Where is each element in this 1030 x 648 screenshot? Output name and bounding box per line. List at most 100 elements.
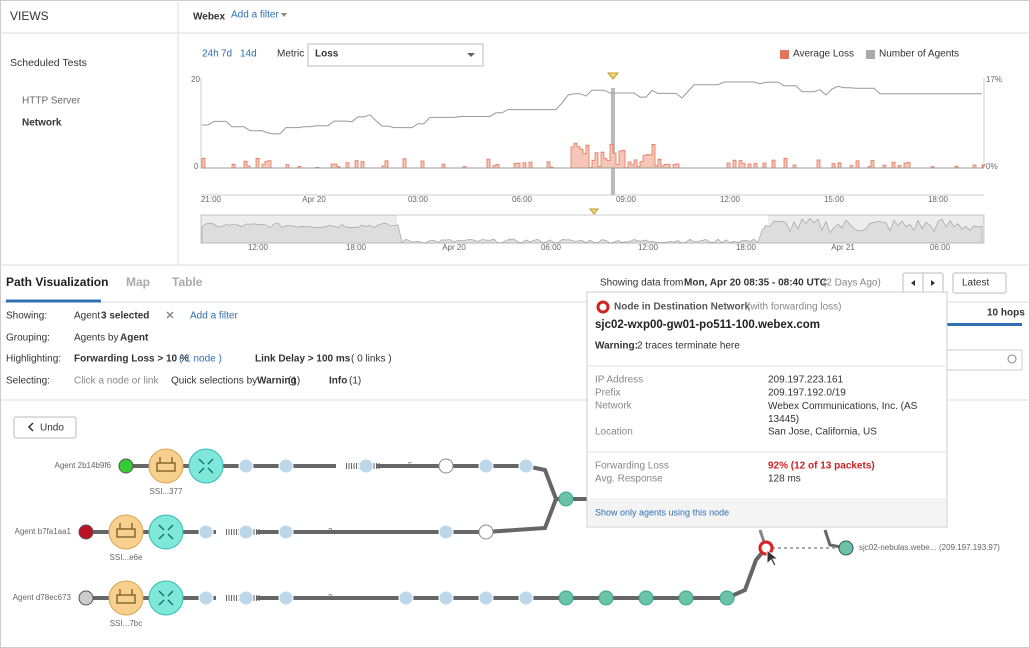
label: Table: [172, 275, 203, 289]
node: [148, 448, 184, 484]
label: Network: [595, 401, 633, 412]
remove: [166, 311, 174, 319]
undo-icon: [27, 422, 34, 432]
line: 13445): [768, 414, 799, 425]
marker-head: [588, 208, 600, 215]
label: Mon, Apr 20 08:35 - 08:40 UTC: [684, 278, 827, 289]
node: [148, 514, 184, 550]
latest-button[interactable]: [952, 272, 1007, 294]
label: (209.197.193.97): [939, 543, 1000, 552]
label: 5: [408, 461, 413, 470]
router-icon: [116, 523, 136, 538]
label: IP Address: [595, 375, 643, 386]
label: 06:00: [930, 243, 951, 252]
label: 18:00: [346, 243, 367, 252]
label: 18:00: [736, 243, 757, 252]
caret: [467, 53, 475, 57]
label: Agent 2b14b9f6: [55, 461, 112, 470]
label: Info: [329, 376, 347, 387]
label: 21:00: [201, 195, 222, 204]
label: 03:00: [408, 195, 429, 204]
node: [278, 524, 294, 540]
node: [518, 590, 534, 606]
label: 209.197.192.0/19: [768, 388, 846, 399]
label: Average Loss: [793, 49, 854, 60]
metric-select[interactable]: [307, 43, 484, 67]
overview-trace: [201, 218, 983, 244]
label: SSI...e6e: [110, 553, 143, 562]
label: sjc02-nebulas.webe...: [859, 543, 936, 552]
label: 18:00: [928, 195, 949, 204]
popup-box: [586, 291, 948, 528]
label: 209.197.223.161: [768, 375, 844, 386]
label: 3: [328, 527, 333, 536]
label: VIEWS: [10, 9, 49, 23]
node: [678, 590, 694, 606]
label: 92% (12 of 13 packets): [768, 461, 875, 472]
undo-button[interactable]: [13, 416, 77, 439]
label: Link Delay > 100 ms: [255, 354, 351, 365]
link: [485, 498, 558, 534]
label: Webex: [193, 12, 225, 23]
label: Showing data from: [600, 278, 683, 289]
node: [838, 540, 854, 556]
node: [198, 524, 214, 540]
label: 0%: [986, 162, 998, 171]
caret: [281, 13, 287, 17]
label: 06:00: [512, 195, 533, 204]
node: [148, 580, 184, 616]
node: [108, 514, 144, 550]
label: Avg. Response: [595, 474, 663, 485]
label: Showing:: [6, 311, 47, 322]
label: 14d: [240, 49, 257, 60]
label: Network: [22, 118, 62, 129]
search-box[interactable]: [939, 349, 1023, 371]
label: (2 Days Ago): [823, 278, 881, 289]
node: [558, 590, 574, 606]
label: 2 traces terminate here: [637, 341, 740, 352]
node: [638, 590, 654, 606]
label: Warning:: [595, 341, 638, 352]
label: Add a filter: [231, 10, 279, 21]
label: Latest: [962, 278, 989, 289]
label: 15:00: [824, 195, 845, 204]
label: Quick selections by: [171, 376, 257, 387]
node: [558, 491, 574, 507]
label: Click a node or link: [74, 376, 159, 387]
label: Warning: [257, 376, 297, 387]
label: Undo: [40, 423, 64, 434]
label: San Jose, California, US: [768, 427, 877, 438]
label: 17%: [986, 75, 1002, 84]
node: [238, 590, 254, 606]
popup-footer: [588, 498, 946, 526]
label: ( 0 links ): [351, 354, 392, 365]
hub-icon: [158, 590, 174, 606]
label: 06:00: [541, 243, 562, 252]
label: Node in Destination Network: [614, 302, 751, 313]
hub-icon: [198, 458, 214, 474]
label: Apr 20: [442, 243, 466, 252]
label: 3: [328, 593, 333, 602]
label: Apr 21: [831, 243, 855, 252]
label: Highlighting:: [6, 354, 61, 365]
node: [78, 590, 94, 606]
node: [438, 524, 454, 540]
loss-trace: [201, 142, 986, 169]
label: Agent b7fa1aa1: [15, 527, 72, 536]
node: [518, 458, 534, 474]
node: [118, 458, 134, 474]
label: sjc02-wxp00-gw01-po511-100.webex.com: [595, 319, 820, 331]
label: Metric: [277, 49, 304, 60]
node: [719, 590, 735, 606]
label: Loss: [315, 49, 339, 60]
node: [238, 458, 254, 474]
popup-icon: [596, 300, 610, 314]
node: [478, 590, 494, 606]
label: Add a filter: [190, 311, 238, 322]
label: Path Visualization: [6, 275, 108, 289]
node: [78, 524, 94, 540]
label: Apr 20: [302, 195, 326, 204]
popup: Node in Destination Network(with forward…: [586, 291, 948, 528]
label: 3 selected: [101, 311, 149, 322]
label: (1): [349, 376, 361, 387]
